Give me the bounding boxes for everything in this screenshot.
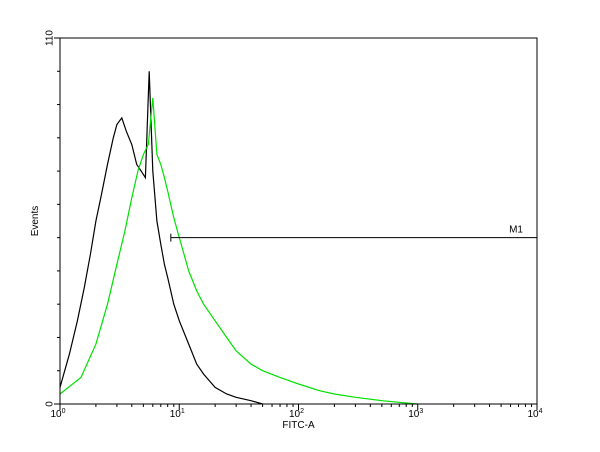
x-tick-label: 102 — [289, 408, 304, 420]
marker-layer: M1 — [170, 225, 538, 242]
y-tick-label: 0 — [45, 401, 56, 407]
x-tick-label: 100 — [50, 408, 65, 420]
x-axis-label: FITC-A — [282, 420, 315, 431]
y-tick-label: 110 — [45, 30, 56, 46]
x-tick-label: 103 — [408, 408, 423, 420]
x-tick-label: 104 — [527, 408, 542, 420]
plot-frame — [59, 37, 538, 405]
series-line-1 — [59, 71, 263, 405]
marker-label: M1 — [509, 225, 523, 236]
y-axis-ticks: 0 110 — [45, 30, 60, 407]
series-line-2 — [59, 97, 418, 405]
x-tick-label: 101 — [170, 408, 185, 420]
y-axis-label: Events — [30, 206, 41, 237]
x-axis-ticks: 100 101 102 103 104 — [50, 404, 543, 420]
